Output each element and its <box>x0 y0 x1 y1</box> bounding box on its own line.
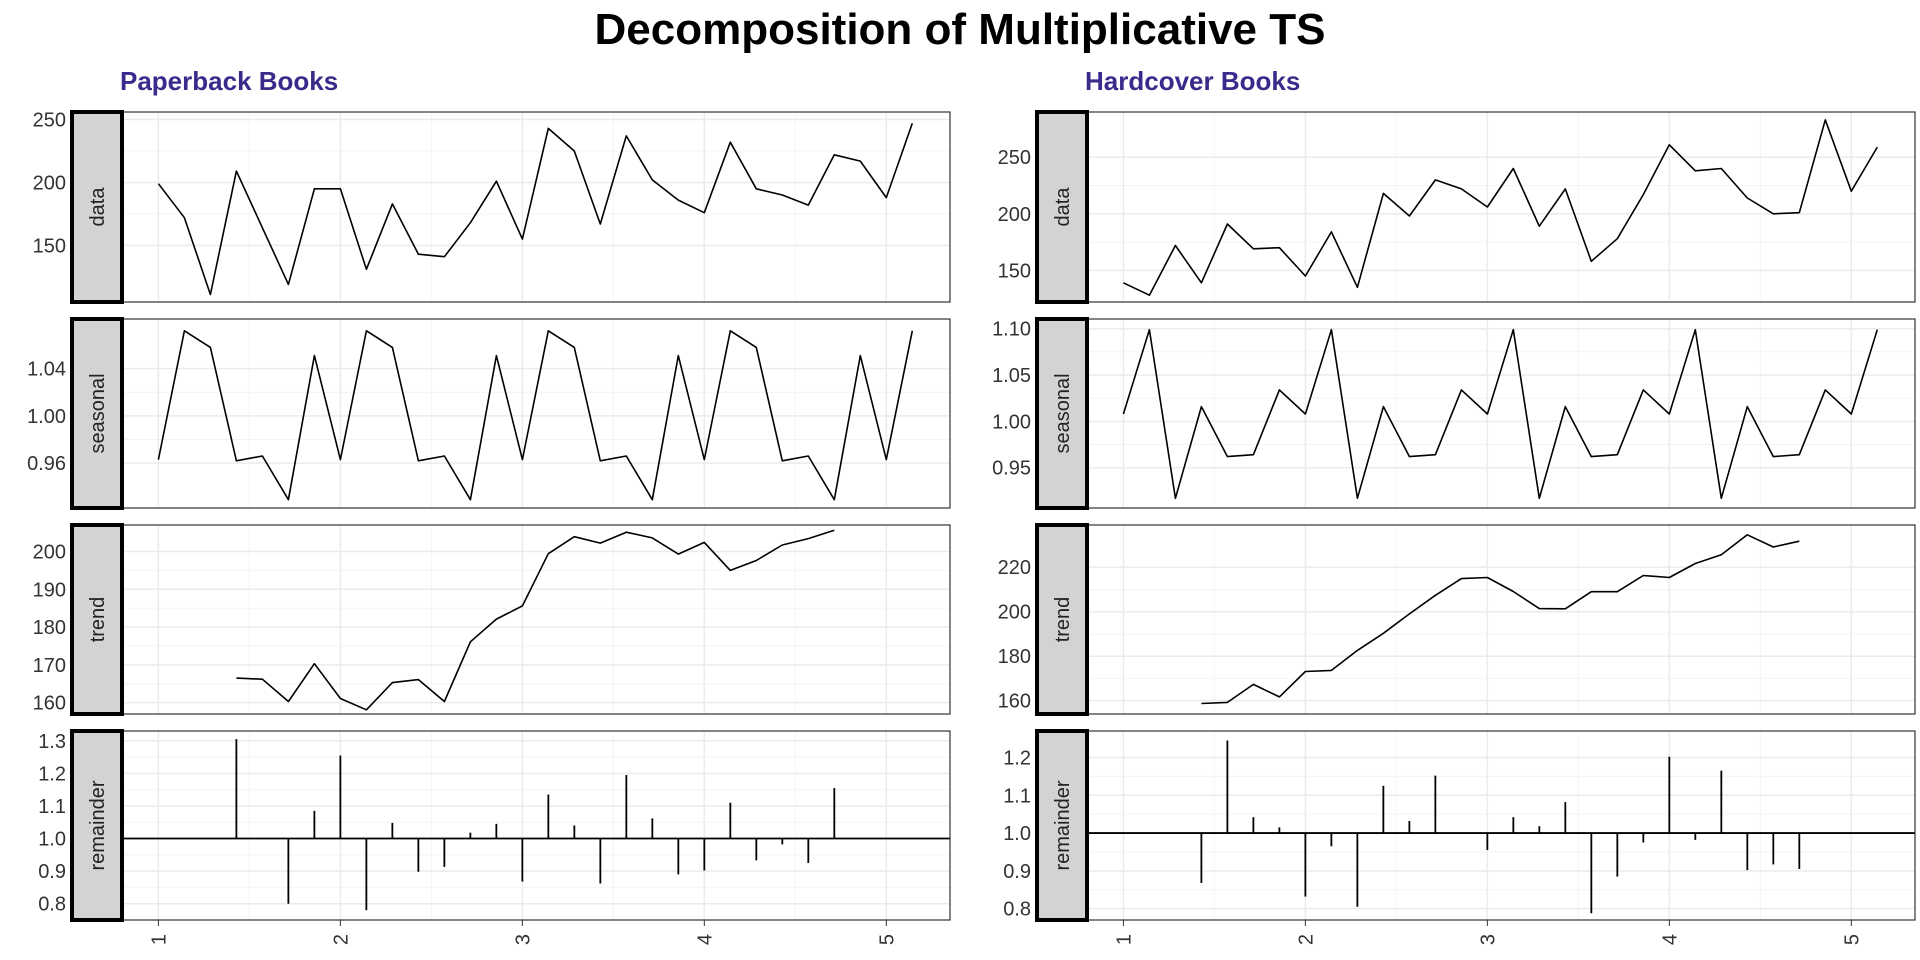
y-tick-label: 190 <box>33 579 66 601</box>
panel-background <box>122 112 950 302</box>
facet-1: Hardcover Books150200250data0.951.001.05… <box>992 66 1916 945</box>
strip-label: data <box>87 187 109 227</box>
panel-seasonal: 0.96 1.00 1.04 seasonal <box>27 317 951 510</box>
strip-label: remainder <box>87 780 109 870</box>
x-tick-label: 2 <box>330 934 352 945</box>
y-tick-label: 1.04 <box>27 359 66 381</box>
plot-area: Paperback Books150200250data0.961.001.04… <box>27 66 1916 945</box>
chart-title: Decomposition of Multiplicative TS <box>595 5 1326 54</box>
y-tick-label: 150 <box>998 260 1031 282</box>
x-tick-label: 5 <box>876 934 898 945</box>
y-tick-label: 0.96 <box>27 453 66 475</box>
strip-trend <box>70 523 124 716</box>
x-tick-label: 3 <box>512 934 534 945</box>
strip-data <box>1035 110 1089 304</box>
y-tick-label: 1.1 <box>38 796 66 818</box>
y-tick-label: 1.0 <box>38 829 66 851</box>
y-tick-label: 200 <box>33 172 66 194</box>
panel-background <box>122 525 950 714</box>
panel-background <box>1087 731 1915 920</box>
series-line-seasonal <box>157 330 914 501</box>
series-line-trend <box>1201 534 1800 705</box>
x-tick-label: 3 <box>1477 934 1499 945</box>
strip-label: data <box>1052 187 1074 227</box>
y-tick-label: 0.8 <box>38 894 66 916</box>
panel-background <box>122 319 950 508</box>
y-tick-label: 1.05 <box>992 365 1031 387</box>
strip-label: seasonal <box>87 373 109 453</box>
y-tick-label: 200 <box>998 602 1031 624</box>
series-line-data <box>1123 119 1878 296</box>
y-tick-label: 160 <box>998 691 1031 713</box>
strip-label: trend <box>1052 597 1074 643</box>
y-tick-label: 1.00 <box>992 411 1031 433</box>
strip-label: seasonal <box>1052 373 1074 453</box>
y-tick-label: 0.8 <box>1003 899 1031 921</box>
y-tick-label: 1.3 <box>38 731 66 753</box>
panel-data: 150 200 250 data <box>998 110 1916 304</box>
y-tick-label: 1.00 <box>27 406 66 428</box>
x-tick-label: 4 <box>694 934 716 945</box>
panel-remainder: 0.8 0.9 1.0 1.1 1.2 remainder <box>1003 729 1916 922</box>
series-line-data <box>157 123 914 296</box>
x-tick-label: 1 <box>1113 934 1135 945</box>
series-line-seasonal <box>1122 328 1879 500</box>
y-tick-label: 1.1 <box>1003 785 1031 807</box>
y-tick-label: 0.9 <box>1003 861 1031 883</box>
y-tick-label: 0.95 <box>992 458 1031 480</box>
y-tick-label: 250 <box>998 147 1031 169</box>
strip-trend <box>1035 523 1089 716</box>
y-tick-label: 170 <box>33 655 66 677</box>
strip-label: remainder <box>1052 780 1074 870</box>
y-tick-label: 160 <box>33 693 66 715</box>
y-tick-label: 180 <box>33 617 66 639</box>
x-tick-label: 1 <box>148 934 170 945</box>
panel-background <box>122 731 950 920</box>
strip-remainder <box>70 729 124 922</box>
y-tick-label: 200 <box>998 204 1031 226</box>
facet-0: Paperback Books150200250data0.961.001.04… <box>27 66 951 945</box>
facet-subtitle: Hardcover Books <box>1085 66 1300 96</box>
panel-data: 150 200 250 data <box>33 110 951 304</box>
y-tick-label: 1.2 <box>38 763 66 785</box>
x-tick-label: 2 <box>1295 934 1317 945</box>
x-tick-label: 4 <box>1659 934 1681 945</box>
panel-background <box>1087 319 1915 508</box>
panel-background <box>1087 525 1915 714</box>
x-tick-label: 5 <box>1841 934 1863 945</box>
strip-label: trend <box>87 597 109 643</box>
panel-remainder: 0.8 0.9 1.0 1.1 1.2 1.3 remainder <box>38 729 951 922</box>
y-tick-label: 1.10 <box>992 319 1031 341</box>
facet-subtitle: Paperback Books <box>120 66 338 96</box>
panel-background <box>1087 112 1915 302</box>
panel-trend: 160 180 200 220 trend <box>998 523 1916 716</box>
y-tick-label: 0.9 <box>38 861 66 883</box>
strip-remainder <box>1035 729 1089 922</box>
y-tick-label: 220 <box>998 557 1031 579</box>
strip-seasonal <box>70 317 124 510</box>
panel-trend: 160 170 180 190 200 trend <box>33 523 951 716</box>
strip-data <box>70 110 124 304</box>
panel-seasonal: 0.95 1.00 1.05 1.10 seasonal <box>992 317 1916 510</box>
y-tick-label: 180 <box>998 646 1031 668</box>
y-tick-label: 250 <box>33 110 66 132</box>
y-tick-label: 1.0 <box>1003 823 1031 845</box>
series-line-trend <box>236 529 835 711</box>
y-tick-label: 200 <box>33 541 66 563</box>
y-tick-label: 150 <box>33 235 66 257</box>
y-tick-label: 1.2 <box>1003 747 1031 769</box>
strip-seasonal <box>1035 317 1089 510</box>
